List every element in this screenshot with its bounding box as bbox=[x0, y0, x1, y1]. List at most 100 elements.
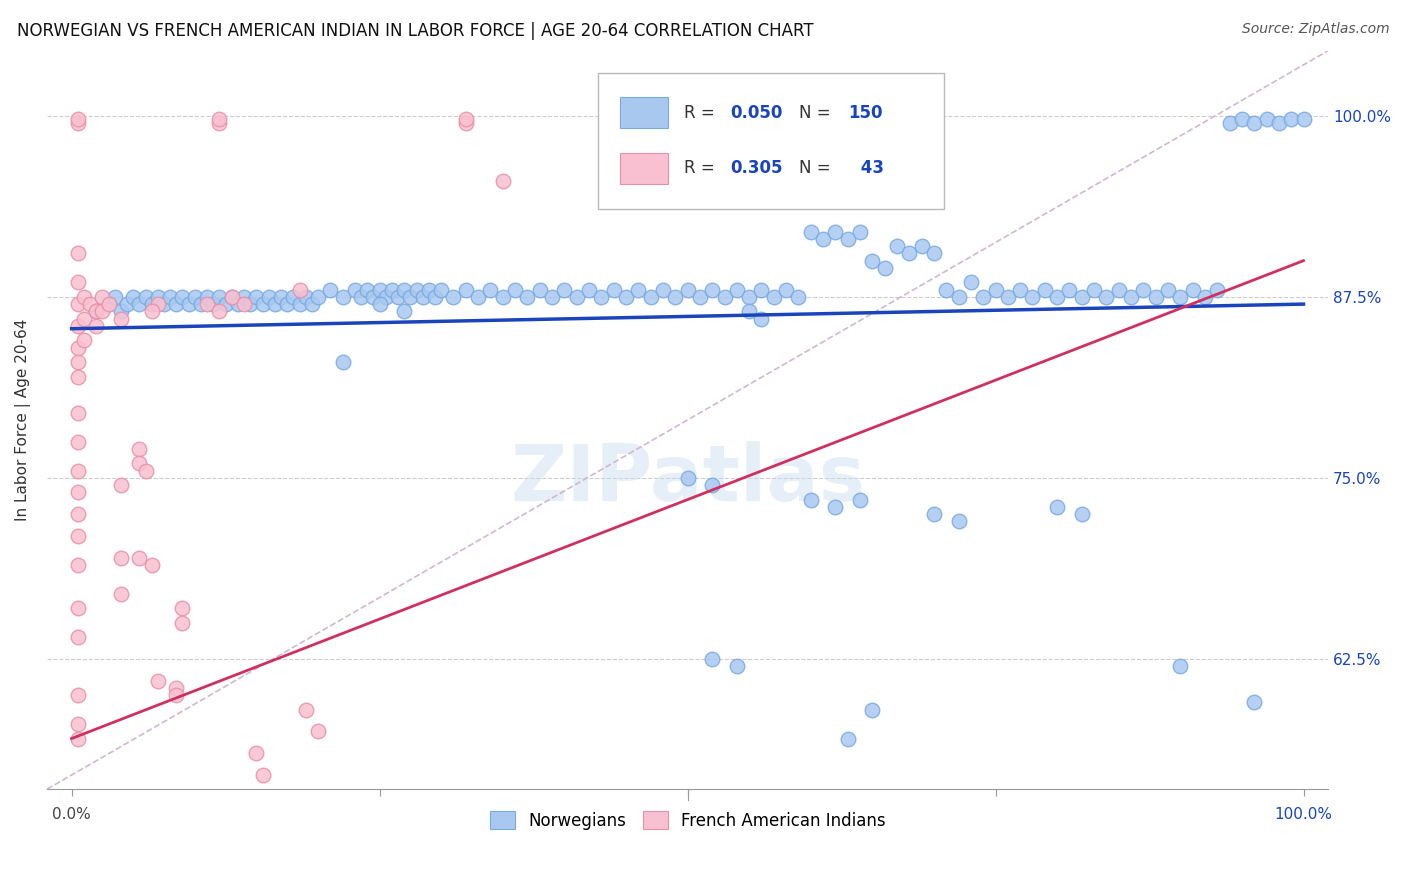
Point bbox=[332, 290, 354, 304]
Point bbox=[172, 290, 194, 304]
Point bbox=[651, 283, 673, 297]
Point bbox=[110, 311, 132, 326]
Point bbox=[1230, 112, 1253, 126]
Point bbox=[195, 290, 218, 304]
Point bbox=[294, 290, 316, 304]
Point bbox=[97, 297, 120, 311]
Point bbox=[73, 290, 96, 304]
Point bbox=[1144, 290, 1167, 304]
Point bbox=[153, 297, 176, 311]
Point bbox=[886, 239, 908, 253]
Point bbox=[627, 283, 650, 297]
Point bbox=[1119, 290, 1142, 304]
FancyBboxPatch shape bbox=[620, 97, 668, 128]
Point bbox=[172, 601, 194, 615]
Point bbox=[97, 297, 120, 311]
Point bbox=[239, 297, 262, 311]
Point bbox=[430, 283, 453, 297]
Point bbox=[165, 688, 187, 702]
Point bbox=[190, 297, 212, 311]
Point bbox=[1181, 283, 1204, 297]
Point bbox=[824, 500, 846, 514]
Point bbox=[208, 112, 231, 126]
Point bbox=[1070, 290, 1092, 304]
Point bbox=[960, 276, 983, 290]
Point bbox=[1010, 283, 1032, 297]
Point bbox=[245, 746, 267, 760]
Point bbox=[66, 116, 89, 130]
Point bbox=[751, 311, 773, 326]
Point bbox=[1168, 659, 1191, 673]
Point bbox=[578, 283, 600, 297]
Point bbox=[565, 290, 588, 304]
Point bbox=[1046, 500, 1069, 514]
Point bbox=[66, 507, 89, 521]
Point bbox=[283, 290, 305, 304]
Point bbox=[1168, 290, 1191, 304]
Point bbox=[591, 290, 613, 304]
Point bbox=[1108, 283, 1130, 297]
Point bbox=[1279, 112, 1302, 126]
Point bbox=[1194, 290, 1216, 304]
Point bbox=[454, 116, 477, 130]
Text: 0.0%: 0.0% bbox=[52, 806, 91, 822]
Point bbox=[66, 731, 89, 746]
Point bbox=[110, 587, 132, 601]
Point bbox=[1256, 112, 1278, 126]
Point bbox=[1021, 290, 1043, 304]
Point bbox=[1157, 283, 1180, 297]
Point bbox=[202, 297, 225, 311]
Point bbox=[492, 174, 515, 188]
Point bbox=[381, 283, 404, 297]
Point bbox=[837, 731, 859, 746]
Text: N =: N = bbox=[799, 103, 837, 121]
Point bbox=[110, 478, 132, 492]
Point bbox=[91, 304, 114, 318]
Point bbox=[368, 297, 391, 311]
Point bbox=[73, 334, 96, 348]
Point bbox=[972, 290, 994, 304]
Point bbox=[165, 297, 187, 311]
Point bbox=[702, 478, 724, 492]
Point bbox=[66, 434, 89, 449]
Point bbox=[392, 283, 415, 297]
Point bbox=[1059, 283, 1081, 297]
Point bbox=[454, 112, 477, 126]
Point bbox=[368, 283, 391, 297]
Point bbox=[276, 297, 298, 311]
Point bbox=[252, 768, 274, 782]
Text: R =: R = bbox=[683, 159, 720, 178]
Point bbox=[922, 246, 945, 260]
Point bbox=[1070, 507, 1092, 521]
Point bbox=[66, 529, 89, 543]
Point bbox=[84, 304, 107, 318]
Point bbox=[837, 232, 859, 246]
Point bbox=[66, 688, 89, 702]
Point bbox=[66, 717, 89, 731]
Text: 0.050: 0.050 bbox=[730, 103, 782, 121]
Text: 43: 43 bbox=[855, 159, 884, 178]
Point bbox=[165, 681, 187, 695]
Point bbox=[195, 297, 218, 311]
Point bbox=[1268, 116, 1291, 130]
Point bbox=[301, 297, 323, 311]
Point bbox=[1095, 290, 1118, 304]
Point bbox=[141, 297, 163, 311]
Point bbox=[997, 290, 1019, 304]
Point bbox=[824, 225, 846, 239]
Point bbox=[84, 304, 107, 318]
Point bbox=[208, 290, 231, 304]
Point bbox=[849, 225, 872, 239]
FancyBboxPatch shape bbox=[598, 73, 943, 210]
Point bbox=[1219, 116, 1241, 130]
Text: ZIPatlas: ZIPatlas bbox=[510, 441, 865, 517]
Point bbox=[800, 225, 823, 239]
Point bbox=[79, 297, 101, 311]
Point bbox=[529, 283, 551, 297]
Point bbox=[454, 283, 477, 297]
Point bbox=[910, 239, 932, 253]
Point bbox=[541, 290, 564, 304]
Point bbox=[1206, 283, 1229, 297]
Point bbox=[257, 290, 280, 304]
Point bbox=[66, 276, 89, 290]
